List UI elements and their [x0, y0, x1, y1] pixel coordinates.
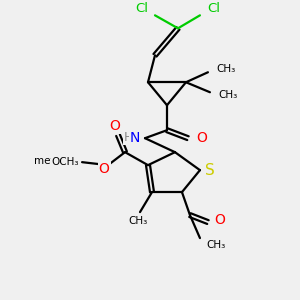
Text: S: S	[205, 163, 215, 178]
Text: OCH₃: OCH₃	[52, 157, 79, 167]
Text: CH₃: CH₃	[218, 90, 237, 100]
Text: Cl: Cl	[207, 2, 220, 15]
Text: CH₃: CH₃	[128, 216, 148, 226]
Text: Cl: Cl	[135, 2, 148, 15]
Text: CH₃: CH₃	[216, 64, 235, 74]
Text: H: H	[124, 131, 133, 144]
Text: methyl: methyl	[34, 156, 70, 166]
Text: N: N	[130, 131, 140, 145]
Text: O: O	[196, 131, 207, 145]
Text: O: O	[214, 213, 225, 227]
Text: O: O	[99, 162, 110, 176]
Text: O: O	[110, 119, 121, 133]
Text: CH₃: CH₃	[206, 240, 225, 250]
